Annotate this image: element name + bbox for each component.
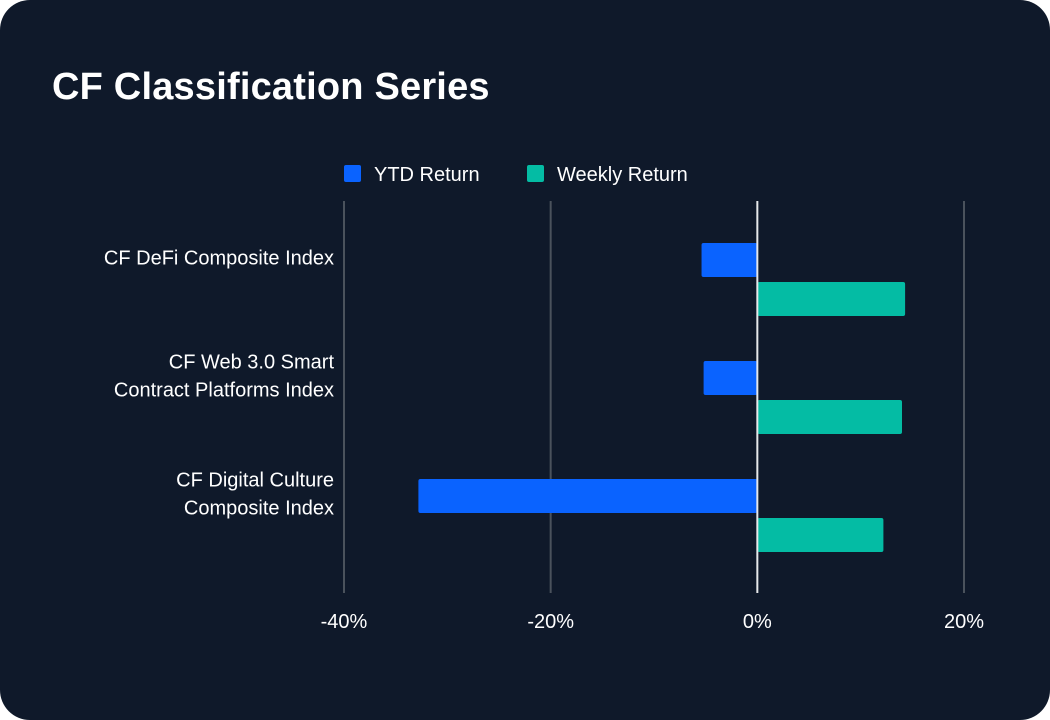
x-tick-label: -40% xyxy=(321,611,368,633)
bars xyxy=(418,243,906,552)
category-label: CF DeFi Composite Index xyxy=(104,248,334,270)
ytd-return-bar xyxy=(701,243,758,277)
gridlines xyxy=(343,201,965,593)
legend-label: Weekly Return xyxy=(557,164,688,186)
ytd-return-bar xyxy=(418,479,758,513)
category-label: CF Digital Culture Composite Index xyxy=(176,470,334,520)
category-label-line: CF Web 3.0 Smart xyxy=(169,352,335,374)
legend-label: YTD Return xyxy=(374,164,480,186)
x-tick-label: 20% xyxy=(944,611,984,633)
category-label: CF Web 3.0 Smart Contract Platforms Index xyxy=(114,352,335,402)
chart-title: CF Classification Series xyxy=(52,66,490,108)
category-label-line: CF DeFi Composite Index xyxy=(104,248,334,270)
legend: YTD Return Weekly Return xyxy=(344,164,688,186)
legend-swatch xyxy=(344,165,361,182)
category-label-line: CF Digital Culture xyxy=(176,470,334,492)
category-label-line: Composite Index xyxy=(184,498,334,520)
ytd-return-bar xyxy=(703,361,758,395)
x-tick-labels: -40% -20% 0% 20% xyxy=(321,611,985,633)
weekly-return-bar xyxy=(757,400,902,434)
weekly-return-bar xyxy=(757,518,884,552)
weekly-return-bar xyxy=(757,282,906,316)
category-label-line: Contract Platforms Index xyxy=(114,380,334,402)
x-tick-label: -20% xyxy=(527,611,574,633)
x-tick-label: 0% xyxy=(743,611,772,633)
legend-swatch xyxy=(527,165,544,182)
